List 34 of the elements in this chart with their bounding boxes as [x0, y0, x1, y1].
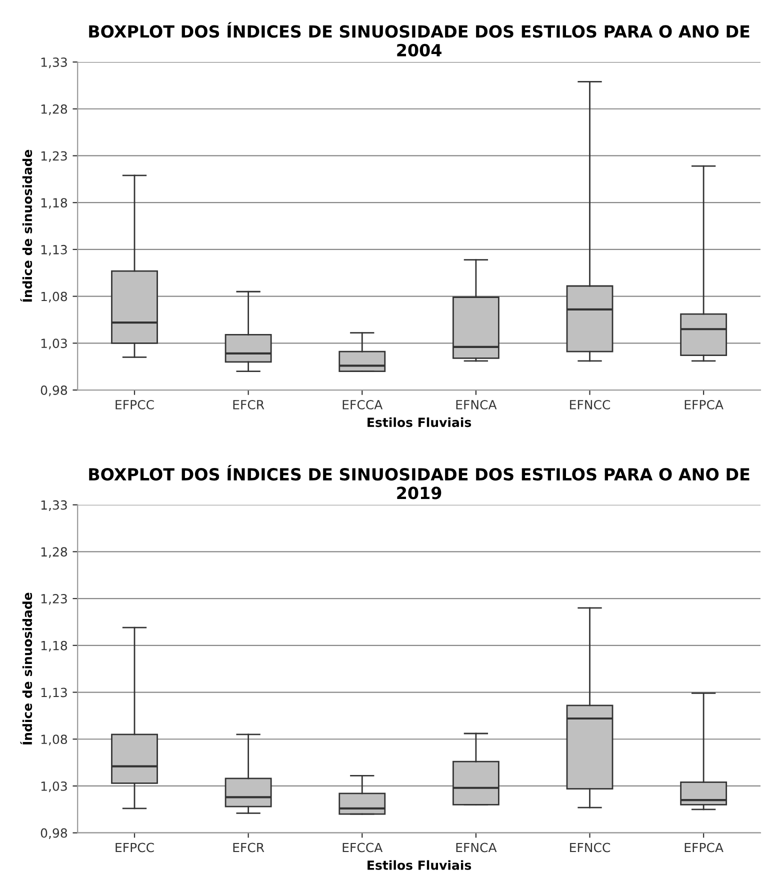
y-tick-label: 1,23: [41, 594, 67, 605]
y-tick-label: 1,33: [41, 57, 67, 68]
chart-title: BOXPLOT DOS ÍNDICES DE SINUOSIDADE DOS ESTILOS PARA O ANO DE 2019: [89, 464, 750, 500]
x-tick-label: EFPCC: [116, 842, 154, 852]
x-tick-label: EFNCA: [456, 842, 497, 852]
x-axis-title: Estilos Fluviais: [368, 417, 472, 428]
y-tick-label: 1,08: [41, 734, 68, 746]
y-tick-label: 0,98: [40, 828, 68, 840]
y-axis-title: Índice de sinuosidade: [20, 150, 32, 302]
x-axis-title: Estilos Fluviais: [368, 860, 472, 870]
y-tick-label: 0,98: [40, 386, 68, 396]
x-tick-label: EFNCC: [570, 842, 610, 852]
y-tick-label: 1,28: [41, 547, 68, 558]
y-tick-label: 1,03: [41, 781, 67, 792]
x-tick-label: EFNCA: [456, 400, 497, 410]
x-tick-label: EFPCA: [684, 842, 724, 852]
y-tick-label: 1,23: [41, 151, 67, 162]
x-tick-label: EFCCA: [342, 842, 383, 852]
y-tick-label: 1,33: [41, 500, 67, 512]
y-tick-label: 1,18: [41, 198, 68, 209]
x-tick-label: EFNCC: [570, 400, 610, 410]
x-tick-label: EFCCA: [342, 400, 383, 410]
x-tick-label: EFCR: [233, 842, 264, 852]
x-tick-label: EFPCC: [116, 400, 154, 410]
x-tick-label: EFPCA: [684, 400, 724, 410]
y-tick-label: 1,08: [41, 292, 68, 303]
y-tick-label: 1,03: [41, 338, 67, 350]
y-tick-label: 1,13: [41, 688, 67, 698]
y-tick-label: 1,13: [41, 244, 67, 256]
y-tick-label: 1,18: [41, 640, 68, 652]
chart-title: BOXPLOT DOS ÍNDICES DE SINUOSIDADE DOS ESTILOS PARA O ANO DE 2004: [89, 22, 750, 56]
y-tick-label: 1,28: [41, 104, 68, 116]
y-axis-title: Índice de sinuosidade: [20, 592, 32, 744]
x-tick-label: EFCR: [233, 400, 264, 410]
